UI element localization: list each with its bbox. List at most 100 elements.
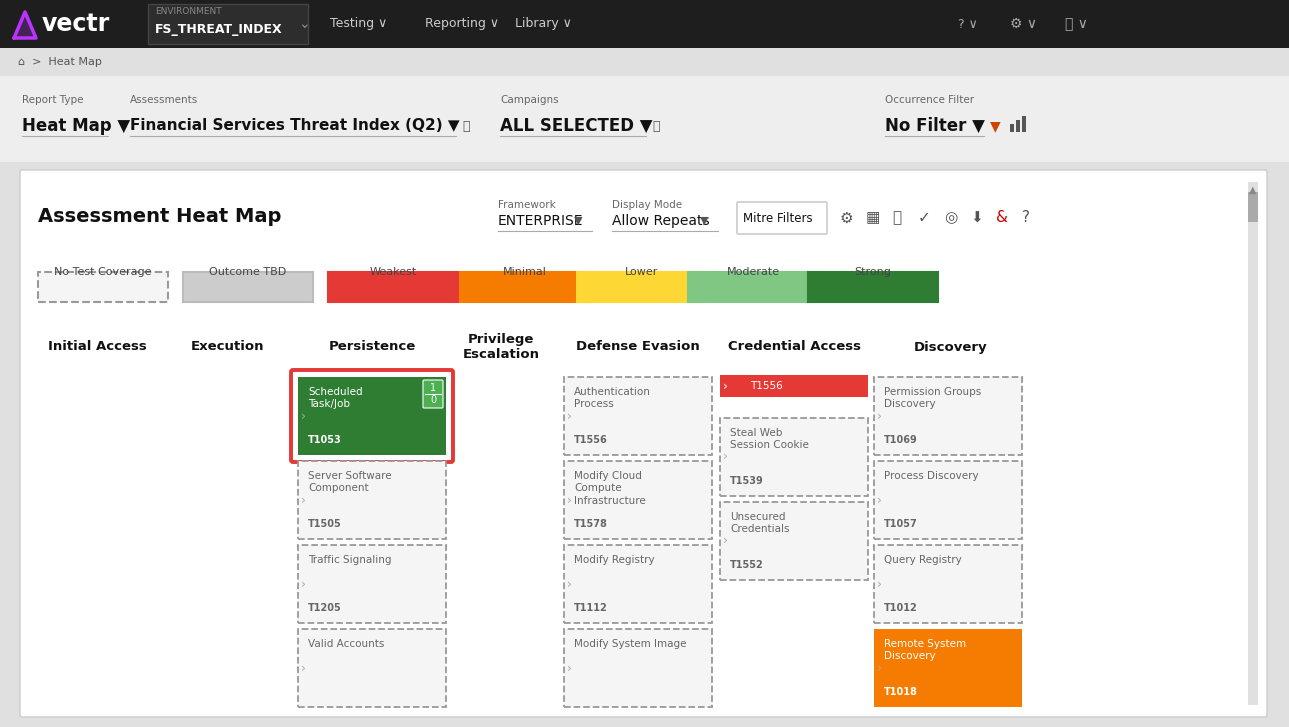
Bar [721, 375, 867, 397]
Text: Defense Evasion: Defense Evasion [576, 340, 700, 353]
Text: ›: › [567, 409, 572, 422]
Text: T1112: T1112 [574, 603, 607, 613]
Text: Process Discovery: Process Discovery [884, 471, 978, 481]
Text: ›: › [877, 662, 882, 675]
Bar [565, 545, 712, 623]
Text: ⚙: ⚙ [840, 211, 853, 225]
Text: Execution: Execution [191, 340, 264, 353]
Text: Modify Cloud
Compute
Infrastructure: Modify Cloud Compute Infrastructure [574, 471, 646, 506]
Text: Scheduled
Task/Job: Scheduled Task/Job [308, 387, 362, 409]
Bar [148, 4, 308, 44]
Bar [0, 76, 1289, 162]
Text: T1057: T1057 [884, 519, 918, 529]
Text: ENTERPRISE: ENTERPRISE [498, 214, 584, 228]
Text: 👤 ∨: 👤 ∨ [1065, 17, 1088, 31]
Text: 1: 1 [431, 383, 436, 393]
Text: Traffic Signaling: Traffic Signaling [308, 555, 392, 565]
Text: ▼: ▼ [574, 216, 583, 226]
Text: &: & [996, 211, 1008, 225]
Text: No Test Coverage: No Test Coverage [54, 267, 152, 277]
Text: ▼: ▼ [990, 119, 1000, 133]
Text: ▲: ▲ [1249, 185, 1257, 195]
Text: Discovery: Discovery [914, 340, 987, 353]
Text: Assessments: Assessments [130, 95, 199, 105]
Bar [0, 162, 1289, 727]
Text: Credential Access: Credential Access [727, 340, 861, 353]
Bar [565, 377, 712, 455]
Bar [577, 272, 706, 302]
FancyBboxPatch shape [737, 202, 828, 234]
Bar [721, 417, 867, 496]
Text: Initial Access: Initial Access [48, 340, 147, 353]
Text: ›: › [723, 534, 728, 547]
Bar [298, 461, 446, 539]
Text: Modify Registry: Modify Registry [574, 555, 655, 565]
Text: ▦: ▦ [866, 211, 880, 225]
Text: T1205: T1205 [308, 603, 342, 613]
FancyBboxPatch shape [423, 380, 443, 408]
Text: 🏷: 🏷 [461, 119, 469, 132]
Text: Valid Accounts: Valid Accounts [308, 639, 384, 649]
Text: ✓: ✓ [918, 211, 931, 225]
Text: ›: › [723, 379, 728, 393]
Text: Steal Web
Session Cookie: Steal Web Session Cookie [730, 427, 809, 450]
Bar [1011, 124, 1014, 132]
Bar [298, 377, 446, 455]
Text: Lower: Lower [625, 267, 659, 277]
Bar [37, 272, 168, 302]
Text: ›: › [877, 494, 882, 507]
Text: ⌂  >  Heat Map: ⌂ > Heat Map [18, 57, 102, 67]
Text: Report Type: Report Type [22, 95, 84, 105]
Text: Query Registry: Query Registry [884, 555, 962, 565]
Text: T1505: T1505 [308, 519, 342, 529]
Bar [565, 461, 712, 539]
Text: Display Mode: Display Mode [612, 200, 682, 210]
Text: vectr: vectr [43, 12, 111, 36]
Text: T1539: T1539 [730, 475, 764, 486]
Text: Heat Map ▼: Heat Map ▼ [22, 117, 130, 135]
Text: Permission Groups
Discovery: Permission Groups Discovery [884, 387, 981, 409]
Text: 🏷: 🏷 [652, 119, 660, 132]
Bar [0, 0, 1289, 48]
Text: ›: › [302, 577, 305, 590]
Bar [1022, 116, 1026, 132]
Text: Outcome TBD: Outcome TBD [209, 267, 286, 277]
Text: ?: ? [1022, 211, 1030, 225]
Text: T1069: T1069 [884, 435, 918, 445]
Text: ›: › [877, 577, 882, 590]
Text: ›: › [567, 662, 572, 675]
Bar [1016, 120, 1020, 132]
Text: Moderate: Moderate [727, 267, 780, 277]
Bar [460, 272, 590, 302]
Text: ›: › [302, 494, 305, 507]
Bar [183, 272, 313, 302]
Bar [688, 272, 819, 302]
Text: T1012: T1012 [884, 603, 918, 613]
Text: ◎: ◎ [944, 211, 958, 225]
Bar [1248, 192, 1258, 222]
Bar [298, 629, 446, 707]
Text: Mitre Filters: Mitre Filters [742, 212, 812, 225]
Text: ›: › [302, 662, 305, 675]
Text: ? ∨: ? ∨ [958, 17, 978, 31]
Text: ⌄: ⌄ [298, 17, 309, 31]
Text: ›: › [567, 577, 572, 590]
Text: T1053: T1053 [308, 435, 342, 445]
Text: Unsecured
Credentials: Unsecured Credentials [730, 512, 789, 534]
Bar [874, 377, 1022, 455]
Text: Privilege
Escalation: Privilege Escalation [463, 333, 540, 361]
Text: FS_THREAT_INDEX: FS_THREAT_INDEX [155, 23, 282, 36]
Text: ALL SELECTED ▼: ALL SELECTED ▼ [500, 117, 652, 135]
Bar [298, 545, 446, 623]
Text: 0: 0 [431, 395, 436, 405]
Text: Reporting ∨: Reporting ∨ [425, 17, 499, 31]
Bar [874, 629, 1022, 707]
Text: Authentication
Process: Authentication Process [574, 387, 651, 409]
Text: No Filter ▼: No Filter ▼ [886, 117, 985, 135]
Text: Campaigns: Campaigns [500, 95, 558, 105]
Text: Allow Repeats: Allow Repeats [612, 214, 710, 228]
Text: Strong: Strong [855, 267, 892, 277]
Bar [721, 502, 867, 579]
Text: T1556: T1556 [750, 381, 782, 391]
Text: T1018: T1018 [884, 687, 918, 697]
